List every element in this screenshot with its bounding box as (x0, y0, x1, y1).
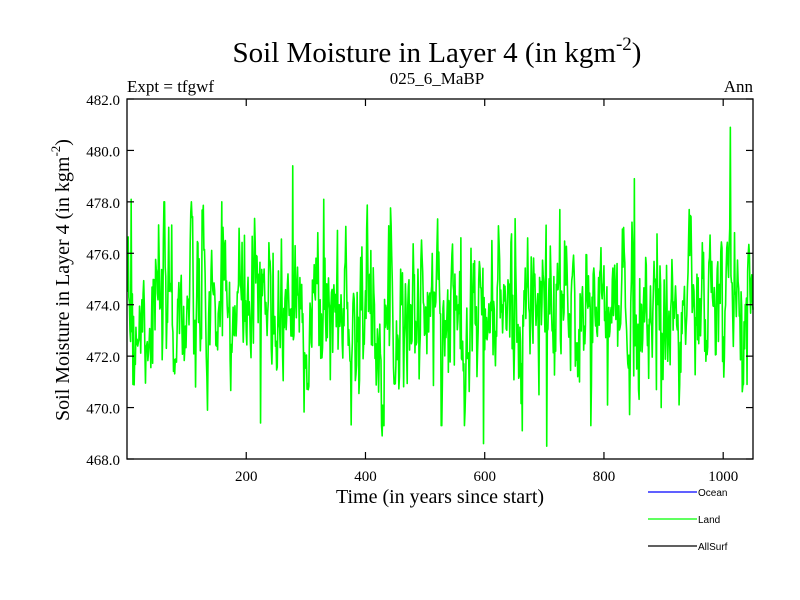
y-tick-label: 468.0 (86, 453, 120, 469)
y-axis-label-sup: -2 (48, 146, 63, 157)
period-label: Ann (724, 77, 754, 96)
y-tick-label: 476.0 (86, 247, 120, 263)
y-tick-label: 480.0 (86, 144, 120, 160)
legend-label-land: Land (698, 515, 720, 526)
series-line-land (126, 126, 754, 447)
y-tick-label: 482.0 (86, 93, 120, 109)
series-layer (126, 126, 754, 447)
expt-label: Expt = tfgwf (127, 77, 214, 96)
y-tick-label: 474.0 (86, 299, 120, 315)
x-tick-label: 600 (473, 469, 496, 485)
tick-layer: 468.0 470.0 472.0 474.0 476.0 478.0 480.0 482.0… (86, 93, 753, 485)
plot-frame (126, 98, 754, 460)
legend-label-ocean: Ocean (698, 488, 727, 499)
chart-title-close: ) (632, 37, 642, 69)
x-tick-label: 1000 (708, 469, 738, 485)
x-axis-label: Time (in years since start) (336, 486, 544, 508)
center-label: 025_6_MaBP (390, 69, 484, 88)
legend: Ocean Land AllSurf (648, 488, 728, 553)
y-tick-label: 472.0 (86, 350, 120, 366)
y-axis-label-close: ) (52, 139, 74, 146)
x-tick-label: 800 (593, 469, 616, 485)
y-axis-label-main: Soil Moisture in Layer 4 (in kgm (52, 156, 74, 421)
chart-title-main: Soil Moisture in Layer 4 (in kgm (233, 37, 617, 69)
chart-title-sup: -2 (616, 34, 632, 55)
x-tick-label: 200 (235, 469, 258, 485)
y-tick-label: 478.0 (86, 196, 120, 212)
x-tick-label: 400 (354, 469, 377, 485)
y-tick-label: 470.0 (86, 402, 120, 418)
y-axis-label: Soil Moisture in Layer 4 (in kgm-2) (48, 139, 74, 421)
chart-title: Soil Moisture in Layer 4 (in kgm-2) (233, 34, 642, 69)
legend-label-allsurf: AllSurf (698, 542, 728, 553)
